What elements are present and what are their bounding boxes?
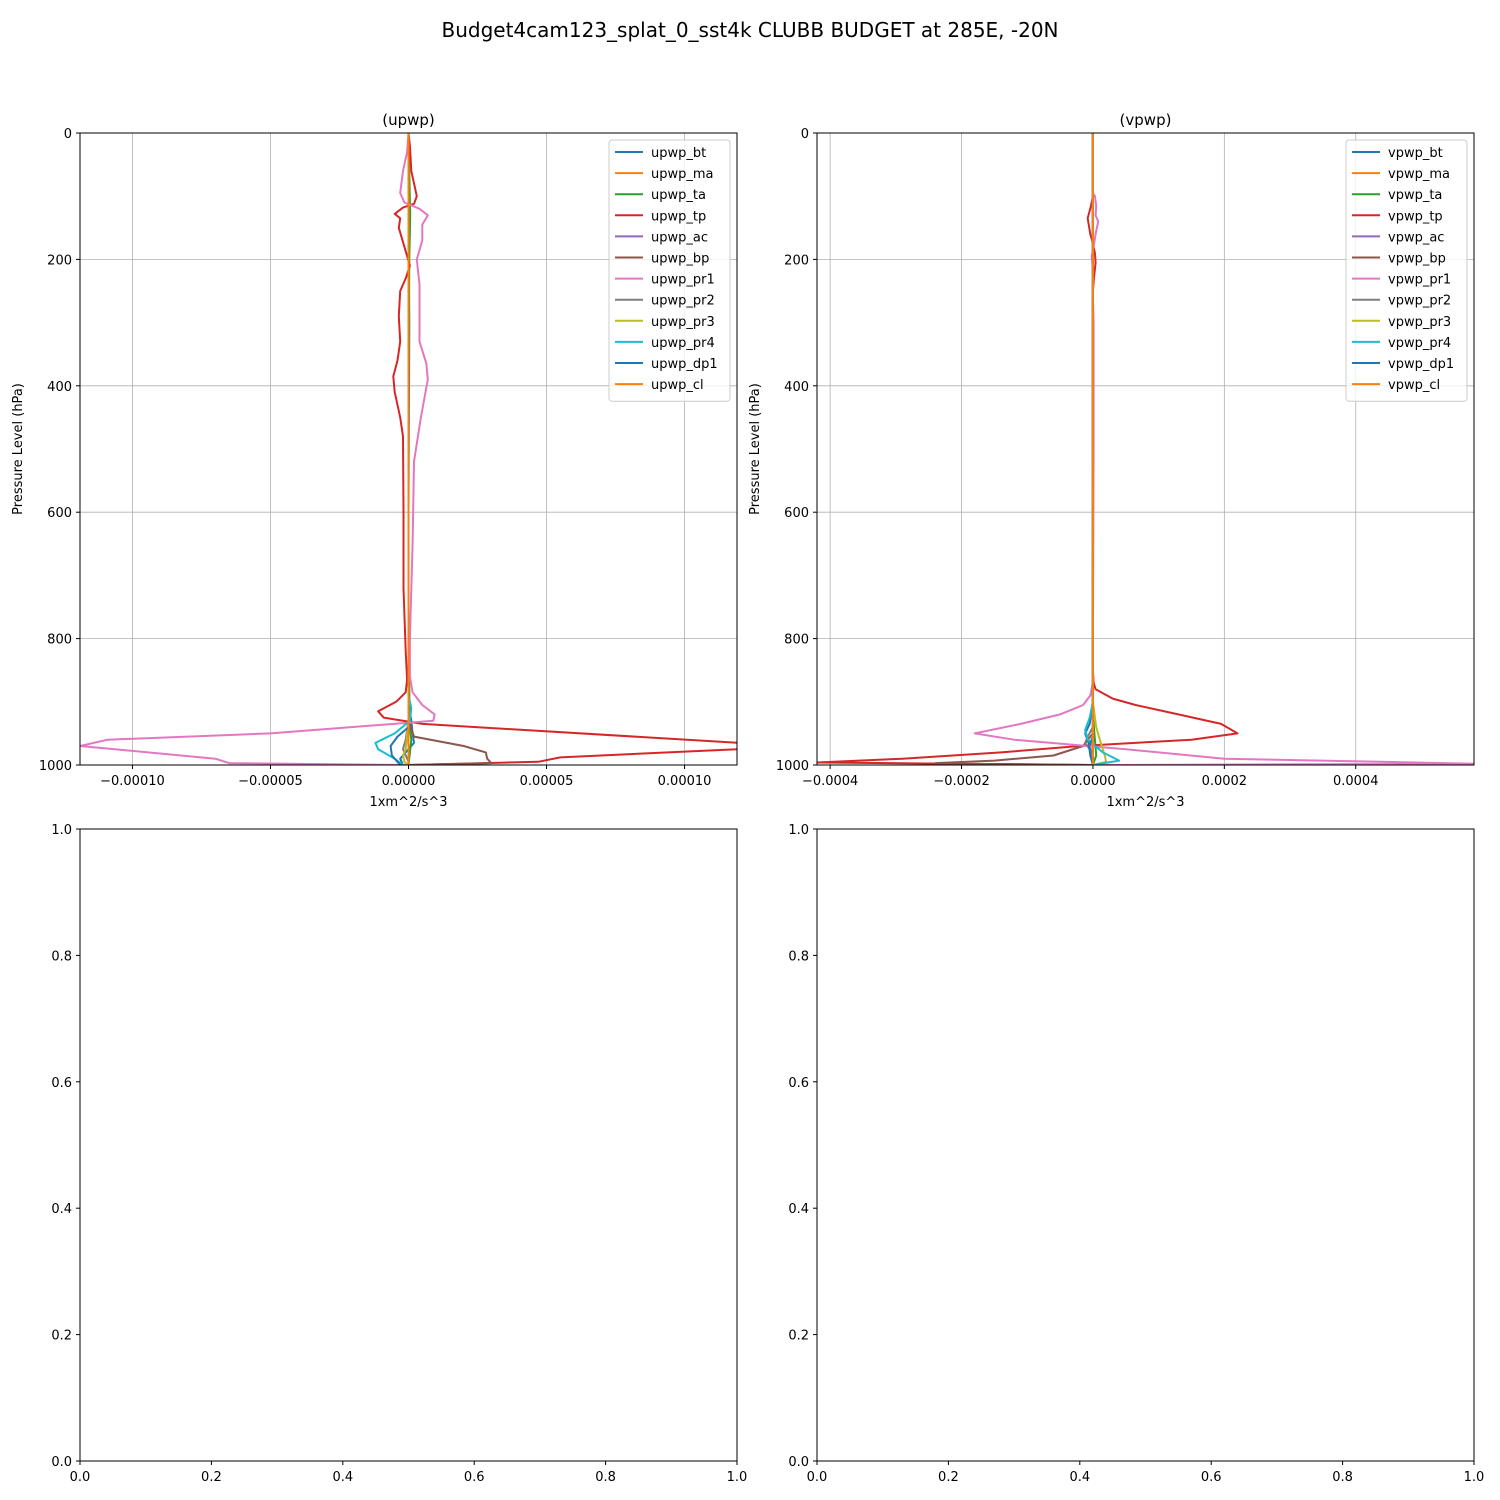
x-tick-label: 0.0000 <box>1070 774 1116 789</box>
x-tick-label: 0.0 <box>70 1470 91 1485</box>
series-line-vpwp_pr3 <box>1091 133 1108 765</box>
legend-label: upwp_ta <box>651 188 706 203</box>
x-tick-label: 0.2 <box>201 1470 222 1485</box>
legend-label: vpwp_bp <box>1388 252 1446 267</box>
series-group <box>817 133 1474 765</box>
legend-label: vpwp_bt <box>1388 146 1443 161</box>
panel-1: −0.00010 −0.00005 0.00000 0.00005 0.00010 0 20… <box>11 111 738 810</box>
x-tick-label: 0.0 <box>807 1470 828 1485</box>
y-tick-label: 400 <box>784 380 809 395</box>
x-tick-label: 0.00005 <box>520 774 574 789</box>
x-tick-label: −0.0004 <box>802 774 858 789</box>
y-tick-label: 1.0 <box>51 823 72 838</box>
plot-frame <box>816 132 1475 766</box>
panel-title: (upwp) <box>382 111 435 129</box>
y-tick-label: 0 <box>64 127 72 142</box>
y-axis-label: Pressure Level (hPa) <box>748 383 763 515</box>
x-tick-label: 0.0004 <box>1333 774 1379 789</box>
x-tick-label: 0.8 <box>1332 1470 1353 1485</box>
series-group <box>80 133 737 765</box>
x-tick-label: 0.0002 <box>1202 774 1248 789</box>
x-tick-label: 1.0 <box>1464 1470 1485 1485</box>
legend-label: upwp_ac <box>651 230 708 245</box>
legend-label: vpwp_tp <box>1388 209 1443 224</box>
legend-box <box>608 139 731 402</box>
series-line-vpwp_bp <box>934 133 1094 765</box>
x-tick-label: −0.00010 <box>100 774 165 789</box>
panel-title: (vpwp) <box>1120 111 1172 129</box>
legend-label: upwp_tp <box>651 209 706 224</box>
legend-label: vpwp_ac <box>1388 230 1444 245</box>
panel-2: −0.0004 −0.0002 0.0000 0.0002 0.0004 0 200 400 6… <box>748 111 1475 810</box>
y-tick-label: 0.2 <box>51 1329 72 1344</box>
y-tick-label: 600 <box>784 506 809 521</box>
legend-label: vpwp_dp1 <box>1388 357 1454 372</box>
y-tick-label: 800 <box>47 633 72 648</box>
x-tick-label: 0.6 <box>1201 1470 1222 1485</box>
legend: upwp_bt upwp_ma upwp_ta upwp_tp upwp_ac upwp_… <box>608 139 731 402</box>
y-tick-label: 0.4 <box>51 1202 72 1217</box>
legend-label: upwp_cl <box>651 378 704 393</box>
x-tick-label: 0.00000 <box>382 774 436 789</box>
legend-label: upwp_bp <box>651 252 709 267</box>
y-tick-label: 0.0 <box>788 1455 809 1470</box>
x-tick-label: −0.0002 <box>933 774 989 789</box>
legend-label: vpwp_pr2 <box>1388 294 1451 309</box>
x-tick-label: 0.4 <box>1069 1470 1090 1485</box>
legend-label: upwp_pr4 <box>651 336 715 351</box>
legend-label: upwp_bt <box>651 146 706 161</box>
y-tick-label: 0.6 <box>788 1076 809 1091</box>
x-tick-label: 0.6 <box>464 1470 485 1485</box>
series-line-vpwp_tp <box>817 133 1239 765</box>
x-tick-label: 0.2 <box>938 1470 959 1485</box>
y-tick-label: 200 <box>47 253 72 268</box>
y-tick-label: 400 <box>47 380 72 395</box>
y-tick-label: 200 <box>784 253 809 268</box>
legend-label: vpwp_pr3 <box>1388 315 1451 330</box>
legend-label: upwp_pr2 <box>651 294 715 309</box>
y-tick-label: 1.0 <box>788 823 809 838</box>
plot-frame <box>79 828 738 1462</box>
x-axis-label: 1xm^2/s^3 <box>1106 795 1184 810</box>
x-tick-label: 0.4 <box>332 1470 353 1485</box>
panel-3: 0.0 0.2 0.4 0.6 0.8 1.0 0.0 0.2 0.4 0.6 0.8 1.0 <box>51 823 747 1485</box>
panel-4: 0.0 0.2 0.4 0.6 0.8 1.0 0.0 0.2 0.4 0.6 0.8 1.0 <box>788 823 1484 1485</box>
plot-frame <box>816 828 1475 1462</box>
x-tick-label: 0.00010 <box>658 774 712 789</box>
series-line-upwp_tp <box>377 133 737 765</box>
legend-label: vpwp_cl <box>1388 378 1440 393</box>
y-tick-label: 0.8 <box>788 949 809 964</box>
legend-label: vpwp_pr4 <box>1388 336 1451 351</box>
legend-label: upwp_pr3 <box>651 315 715 330</box>
x-tick-label: 0.8 <box>595 1470 616 1485</box>
legend: vpwp_bt vpwp_ma vpwp_ta vpwp_tp vpwp_ac vpwp_… <box>1345 139 1468 402</box>
legend-label: vpwp_ma <box>1388 167 1450 182</box>
y-tick-label: 0.2 <box>788 1329 809 1344</box>
x-tick-label: −0.00005 <box>238 774 303 789</box>
y-tick-label: 0.4 <box>788 1202 809 1217</box>
legend-label: vpwp_pr1 <box>1388 273 1451 288</box>
y-tick-label: 0.0 <box>51 1455 72 1470</box>
legend-label: upwp_pr1 <box>651 273 715 288</box>
series-line-upwp_pr1 <box>80 133 436 765</box>
x-tick-label: 1.0 <box>727 1470 748 1485</box>
legend-label: upwp_ma <box>651 167 714 182</box>
legend-label: upwp_dp1 <box>651 357 718 372</box>
legend-box <box>1345 139 1468 402</box>
y-tick-label: 1000 <box>776 759 809 774</box>
legend-label: vpwp_ta <box>1388 188 1442 203</box>
figure-title: Budget4cam123_splat_0_sst4k CLUBB BUDGET… <box>441 18 1058 42</box>
y-tick-label: 0.8 <box>51 949 72 964</box>
x-axis-label: 1xm^2/s^3 <box>369 795 447 810</box>
y-axis-label: Pressure Level (hPa) <box>11 383 26 515</box>
y-tick-label: 0.6 <box>51 1076 72 1091</box>
y-tick-label: 0 <box>801 127 809 142</box>
y-tick-label: 1000 <box>39 759 72 774</box>
y-tick-label: 600 <box>47 506 72 521</box>
y-tick-label: 800 <box>784 633 809 648</box>
series-line-upwp_bp <box>407 133 493 765</box>
